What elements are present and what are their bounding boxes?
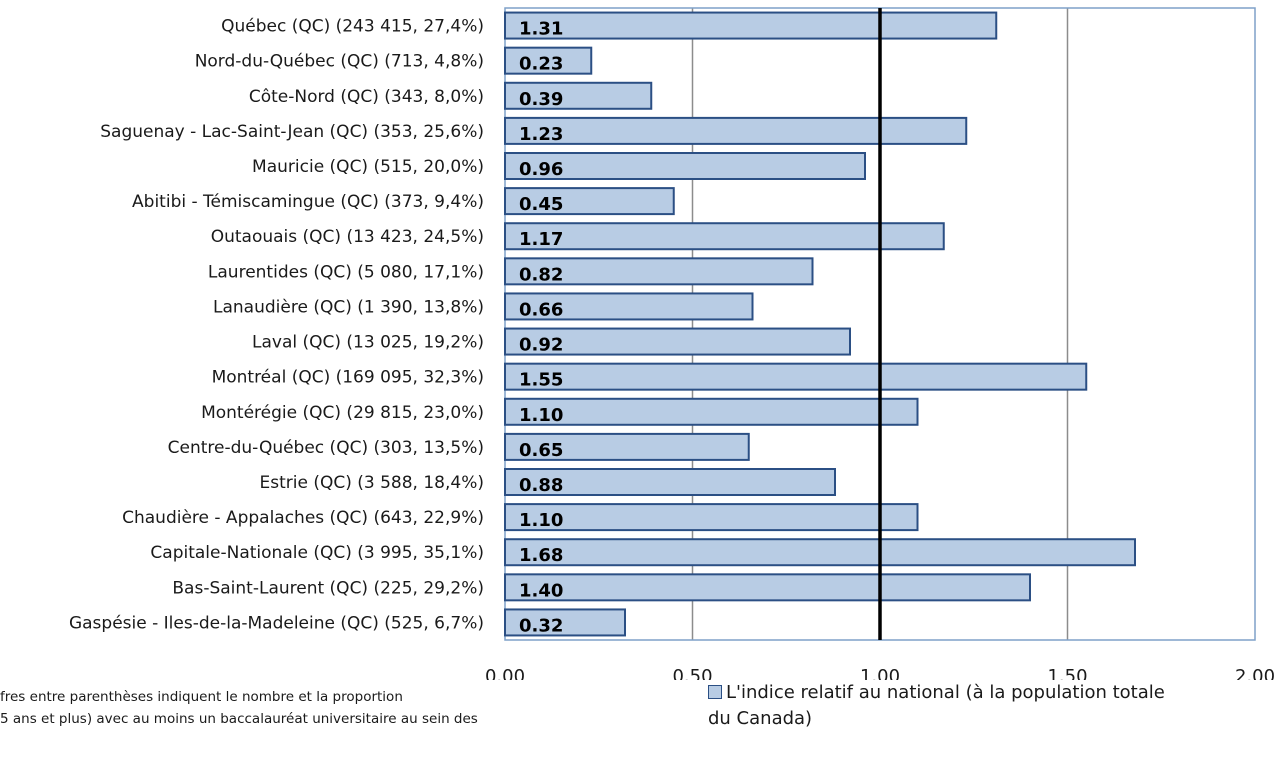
bar [504,46,593,75]
data-label: 1.31 [519,19,563,40]
bar [504,11,998,40]
bar [504,503,919,532]
bar [504,222,945,251]
bar-chart: 1.31 0.23 0.39 1.23 0.96 0.45 1.17 0.82 0.66 0.92… [69,7,1275,680]
category-label: Québec (QC) (243 415, 27,4%) [221,17,484,37]
category-label: Mauricie (QC) (515, 20,0%) [252,157,484,177]
data-label: 1.17 [519,229,563,250]
category-label: Outaouais (QC) (13 423, 24,5%) [211,227,484,247]
x-tick-label: 1.00 [860,666,900,680]
category-label: Chaudière - Appalaches (QC) (643, 22,9%) [122,508,484,528]
data-label: 0.65 [519,440,563,461]
x-axis-ticks: 0.00 0.50 1.00 1.50 2.00 [485,666,1275,680]
category-label: Gaspésie - Iles-de-la-Madeleine (QC) (52… [69,613,484,633]
bar [504,468,836,496]
data-label: 0.82 [519,264,563,285]
footnote: fres entre parenthèses indiquent le nomb… [0,686,640,730]
category-label: Laurentides (QC) (5 080, 17,1%) [208,262,484,282]
bar [504,152,866,180]
legend-label-line-1: L'indice relatif au national (à la popul… [726,682,1165,703]
data-label: 0.23 [519,54,563,75]
data-label: 0.45 [519,194,563,215]
bar [504,292,754,321]
bar [504,432,750,461]
x-tick-label: 1.50 [1047,666,1087,680]
legend-label-line-2: du Canada) [708,708,813,729]
data-label: 1.10 [519,510,563,531]
bars: 1.31 0.23 0.39 1.23 0.96 0.45 1.17 0.82 0.66 0.92… [504,8,1136,640]
category-label: Laval (QC) (13 025, 19,2%) [252,333,484,353]
category-label: Centre-du-Québec (QC) (303, 13,5%) [168,438,484,458]
legend: L'indice relatif au national (à la popul… [708,680,1268,732]
category-label: Montréal (QC) (169 095, 32,3%) [212,368,484,388]
category-label: Estrie (QC) (3 588, 18,4%) [259,473,484,493]
data-label: 0.66 [519,299,563,320]
x-tick-label: 0.50 [672,666,712,680]
data-label: 1.40 [519,580,563,601]
legend-entry: L'indice relatif au national (à la popul… [708,680,1268,706]
data-label: 0.96 [519,159,563,180]
bar [504,116,968,145]
category-label: Lanaudière (QC) (1 390, 13,8%) [213,297,484,317]
data-label: 0.32 [519,615,563,636]
x-tick-label: 0.00 [485,666,525,680]
data-label: 0.92 [519,335,563,356]
data-label: 1.68 [519,545,563,566]
bar [504,257,814,286]
bar [504,362,1088,391]
category-label: Nord-du-Québec (QC) (713, 4,8%) [195,52,484,72]
data-label: 0.39 [519,89,563,110]
data-label: 1.23 [519,124,563,145]
data-label: 1.55 [519,370,563,391]
footnote-line-1: fres entre parenthèses indiquent le nomb… [0,689,403,705]
data-label: 0.88 [519,475,563,496]
category-labels: Québec (QC) (243 415, 27,4%) Nord-du-Québ… [69,17,484,634]
bar [504,187,675,216]
legend-swatch [708,685,722,699]
category-label: Bas-Saint-Laurent (QC) (225, 29,2%) [172,578,484,598]
bar [504,573,1031,602]
data-label: 1.10 [519,405,563,426]
x-tick-label: 2.00 [1235,666,1275,680]
category-label: Abitibi - Témiscamingue (QC) (373, 9,4%) [132,192,484,212]
category-label: Capitale-Nationale (QC) (3 995, 35,1%) [150,543,484,563]
category-label: Montérégie (QC) (29 815, 23,0%) [201,403,484,423]
bar [504,327,851,356]
footnote-line-2: 5 ans et plus) avec au moins un baccalau… [0,711,478,727]
bar [504,81,653,110]
bar [504,608,626,637]
category-label: Saguenay - Lac-Saint-Jean (QC) (353, 25,… [100,122,484,142]
bar [504,538,1136,567]
category-label: Côte-Nord (QC) (343, 8,0%) [249,87,484,107]
bar [504,397,919,426]
